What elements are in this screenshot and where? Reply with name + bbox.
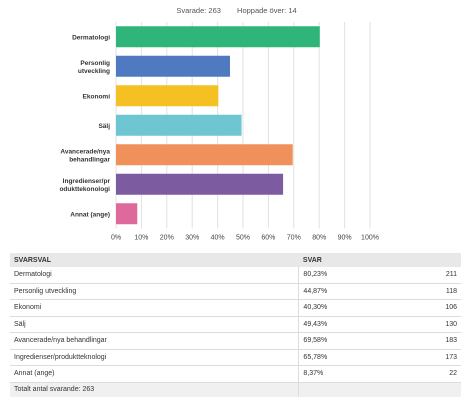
row-count: 173: [414, 349, 461, 366]
row-percent: 44,87%: [298, 283, 415, 300]
category-label: behandlingar: [69, 156, 110, 163]
table-row: Personlig utveckling 44,87% 118: [10, 283, 461, 300]
table-header-row: SVARSVAL SVAR: [10, 253, 461, 267]
table-row: Annat (ange) 8,37% 22: [10, 365, 461, 383]
bar: [116, 85, 219, 107]
x-tick-label: 70%: [287, 235, 301, 242]
total-respondents: Totalt antal svarande: 263: [10, 382, 299, 397]
category-label: odukttekonologi: [59, 186, 110, 193]
row-count: 130: [414, 316, 461, 333]
x-tick-label: 0%: [111, 235, 121, 242]
skipped-count: Hoppade över: 14: [237, 6, 297, 15]
row-label: Personlig utveckling: [10, 283, 299, 300]
row-label: Avancerade/nya behandlingar: [10, 332, 299, 350]
row-percent: 65,78%: [298, 349, 415, 366]
bar: [116, 114, 242, 136]
row-label: Ingredienser/produktteknologi: [10, 349, 299, 366]
x-tick-label: 50%: [236, 235, 250, 242]
x-tick-label: 90%: [338, 235, 352, 242]
row-label: Sälj: [10, 316, 299, 333]
category-label: Annat (ange): [70, 211, 110, 218]
row-percent: 40,30%: [298, 299, 415, 317]
results-table: SVARSVAL SVAR Dermatologi 80,23% 211 Per…: [10, 253, 461, 397]
category-label: Ingredienser/pr: [63, 178, 111, 185]
category-label: Personlig: [80, 60, 110, 67]
row-label: Dermatologi: [10, 267, 299, 284]
row-percent: 80,23%: [298, 267, 415, 284]
table-row: Sälj 49,43% 130: [10, 316, 461, 333]
category-label: Dermatologi: [72, 34, 110, 41]
x-tick-label: 40%: [211, 235, 225, 242]
row-count: 22: [414, 365, 461, 383]
bar: [116, 26, 320, 48]
table-row: Ingredienser/produktteknologi 65,78% 173: [10, 349, 461, 366]
table-row: Avancerade/nya behandlingar 69,58% 183: [10, 332, 461, 350]
category-label: Ekonomi: [83, 93, 111, 100]
bar: [116, 173, 284, 195]
row-percent: 49,43%: [298, 316, 415, 333]
total-empty: [298, 382, 415, 397]
response-summary: Svarade: 263 Hoppade över: 14: [0, 6, 473, 15]
answered-count: Svarade: 263: [176, 6, 221, 15]
total-row: Totalt antal svarande: 263: [10, 382, 461, 397]
category-label: Sälj: [98, 123, 110, 130]
row-count: 118: [414, 283, 461, 300]
x-tick-label: 80%: [312, 235, 326, 242]
header-answer-choice: SVARSVAL: [10, 253, 299, 267]
x-tick-label: 20%: [160, 235, 174, 242]
row-count: 106: [414, 299, 461, 317]
table-row: Ekonomi 40,30% 106: [10, 299, 461, 317]
x-tick-label: 10%: [134, 235, 148, 242]
bar: [116, 203, 138, 225]
x-tick-label: 30%: [185, 235, 199, 242]
row-label: Ekonomi: [10, 299, 299, 317]
row-label: Annat (ange): [10, 365, 299, 383]
header-responses: SVAR: [298, 253, 461, 267]
category-label: utveckling: [78, 68, 110, 75]
bar-chart: 0% 10% 20% 30% 40% 50% 60% 70% 80% 90% 100% Dermato…: [59, 22, 379, 242]
row-percent: 8,37%: [298, 365, 415, 383]
category-label: Avancerade/nya: [60, 148, 110, 155]
row-count: 183: [414, 332, 461, 350]
bar: [116, 55, 230, 77]
total-empty-count: [414, 382, 461, 397]
table-row: Dermatologi 80,23% 211: [10, 267, 461, 284]
row-percent: 69,58%: [298, 332, 415, 350]
x-tick-label: 60%: [261, 235, 275, 242]
row-count: 211: [414, 267, 461, 284]
bar: [116, 144, 293, 166]
x-tick-label: 100%: [361, 235, 379, 242]
